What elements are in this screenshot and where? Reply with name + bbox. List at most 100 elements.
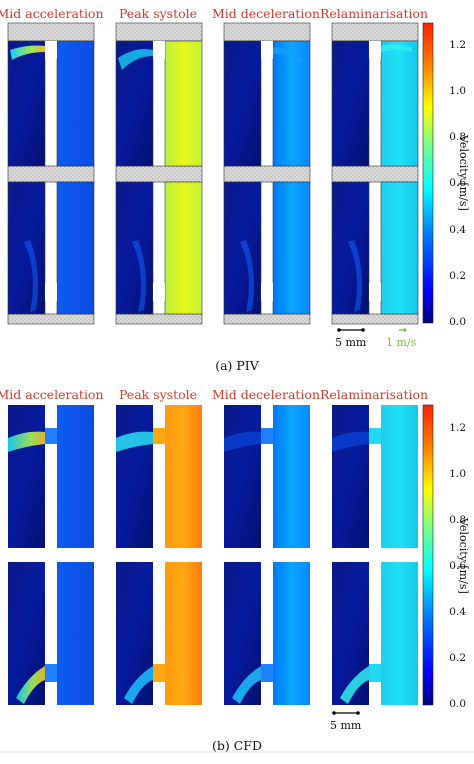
- piv-colorbar-label: Velocity [m/s]: [457, 135, 470, 211]
- upper-branch: [45, 428, 57, 444]
- cfd-cb-tick: 0.2: [449, 652, 466, 664]
- right-channel-lower: [273, 562, 310, 705]
- lower-swirl: [132, 240, 146, 312]
- upper-jet: [116, 431, 153, 452]
- left-channel-lower: [331, 181, 370, 315]
- wall-middle: [7, 165, 95, 183]
- lower-jet: [232, 666, 261, 704]
- lower-branch: [153, 664, 165, 682]
- piv-title-4: Relaminarisation: [320, 6, 429, 21]
- piv-panel: [223, 22, 311, 325]
- cfd-colorbar: [422, 404, 434, 706]
- cfd-colorbar-label: Velocity [m/s]: [457, 518, 470, 594]
- piv-caption: (a) PIV: [215, 358, 259, 373]
- lower-swirl: [24, 240, 38, 312]
- piv-panel: [7, 22, 95, 325]
- piv-cb-tick: 0.8: [449, 131, 466, 143]
- upper-branch: [153, 428, 165, 444]
- piv-cb-tick: 1.0: [449, 85, 466, 97]
- left-channel-upper: [331, 40, 370, 167]
- left-channel-lower: [115, 181, 154, 315]
- wall-bottom: [331, 313, 419, 325]
- upper-jet: [332, 431, 369, 452]
- piv-scale-vector-label: 1 m/s: [386, 336, 417, 349]
- wall-bottom: [223, 313, 311, 325]
- right-channel-upper: [165, 405, 202, 548]
- upper-opening: [261, 41, 273, 59]
- piv-panel: [331, 22, 419, 325]
- cfd-cb-tick: 0.4: [449, 606, 466, 618]
- piv-cb-tick: 0.0: [449, 316, 466, 328]
- inflow-jet: [273, 47, 304, 64]
- piv-title-2: Peak systole: [118, 6, 198, 21]
- wall-bottom: [7, 313, 95, 325]
- right-channel-upper: [273, 405, 310, 548]
- cfd-panel: [8, 405, 94, 705]
- lower-jet: [124, 666, 153, 704]
- right-channel-upper: [272, 40, 311, 167]
- divider-lower: [45, 562, 57, 705]
- lower-jet: [16, 666, 45, 704]
- right-channel-upper: [381, 405, 418, 548]
- lower-jet: [340, 666, 369, 704]
- cfd-title-3: Mid deceleration: [212, 387, 320, 402]
- lower-opening: [261, 283, 273, 301]
- right-channel-upper: [56, 40, 95, 167]
- cfd-title-2: Peak systole: [118, 387, 198, 402]
- wall-top: [331, 22, 419, 42]
- right-channel-lower: [56, 181, 95, 315]
- cfd-panel: [116, 405, 202, 705]
- cfd-title-1: Mid acceleration: [0, 387, 104, 402]
- upper-opening: [45, 41, 57, 59]
- lower-swirl: [348, 240, 362, 312]
- left-channel-upper: [116, 405, 153, 548]
- cfd-cb-tick: 0.8: [449, 514, 466, 526]
- lower-swirl: [240, 240, 254, 312]
- right-channel-lower: [381, 562, 418, 705]
- cfd-panels: [8, 405, 418, 705]
- lower-branch: [261, 664, 273, 682]
- cfd-caption: (b) CFD: [212, 738, 262, 753]
- right-channel-lower: [165, 562, 202, 705]
- divider-lower: [153, 562, 165, 705]
- lower-opening: [45, 283, 57, 301]
- inflow-jet: [381, 44, 412, 52]
- cfd-cb-tick: 1.2: [449, 422, 466, 434]
- cfd-panel: [332, 405, 418, 705]
- lower-branch: [369, 664, 381, 682]
- inflow-jet: [118, 49, 153, 70]
- wall-bottom: [115, 313, 203, 325]
- wall-top: [115, 22, 203, 42]
- cfd-cb-tick: 1.0: [449, 468, 466, 480]
- wall-middle: [115, 165, 203, 183]
- divider-lower: [261, 562, 273, 705]
- left-channel-lower: [7, 181, 46, 315]
- cfd-cb-tick: 0.6: [449, 560, 466, 572]
- piv-panel: [115, 22, 203, 325]
- left-channel-upper: [8, 405, 45, 548]
- right-channel-lower: [57, 562, 94, 705]
- inflow-jet: [10, 45, 45, 60]
- piv-cb-tick: 0.2: [449, 270, 466, 282]
- wall-top: [223, 22, 311, 42]
- wall-middle: [223, 165, 311, 183]
- piv-scale-bar: [337, 328, 365, 332]
- divider-lower: [369, 562, 381, 705]
- upper-opening: [153, 41, 165, 59]
- right-channel-lower: [380, 181, 419, 315]
- divider-upper: [369, 405, 381, 548]
- piv-scale-bar-label: 5 mm: [335, 336, 367, 349]
- cfd-cb-tick: 0.0: [449, 698, 466, 710]
- cfd-panel: [224, 405, 310, 705]
- left-channel-lower: [223, 181, 262, 315]
- lower-branch: [45, 664, 57, 682]
- cfd-scale-bar-label: 5 mm: [330, 719, 362, 732]
- right-channel-lower: [164, 181, 203, 315]
- right-channel-upper: [380, 40, 419, 167]
- divider-upper: [153, 405, 165, 548]
- divider-upper: [45, 405, 57, 548]
- divider-upper: [261, 405, 273, 548]
- lower-opening: [153, 283, 165, 301]
- upper-branch: [261, 428, 273, 444]
